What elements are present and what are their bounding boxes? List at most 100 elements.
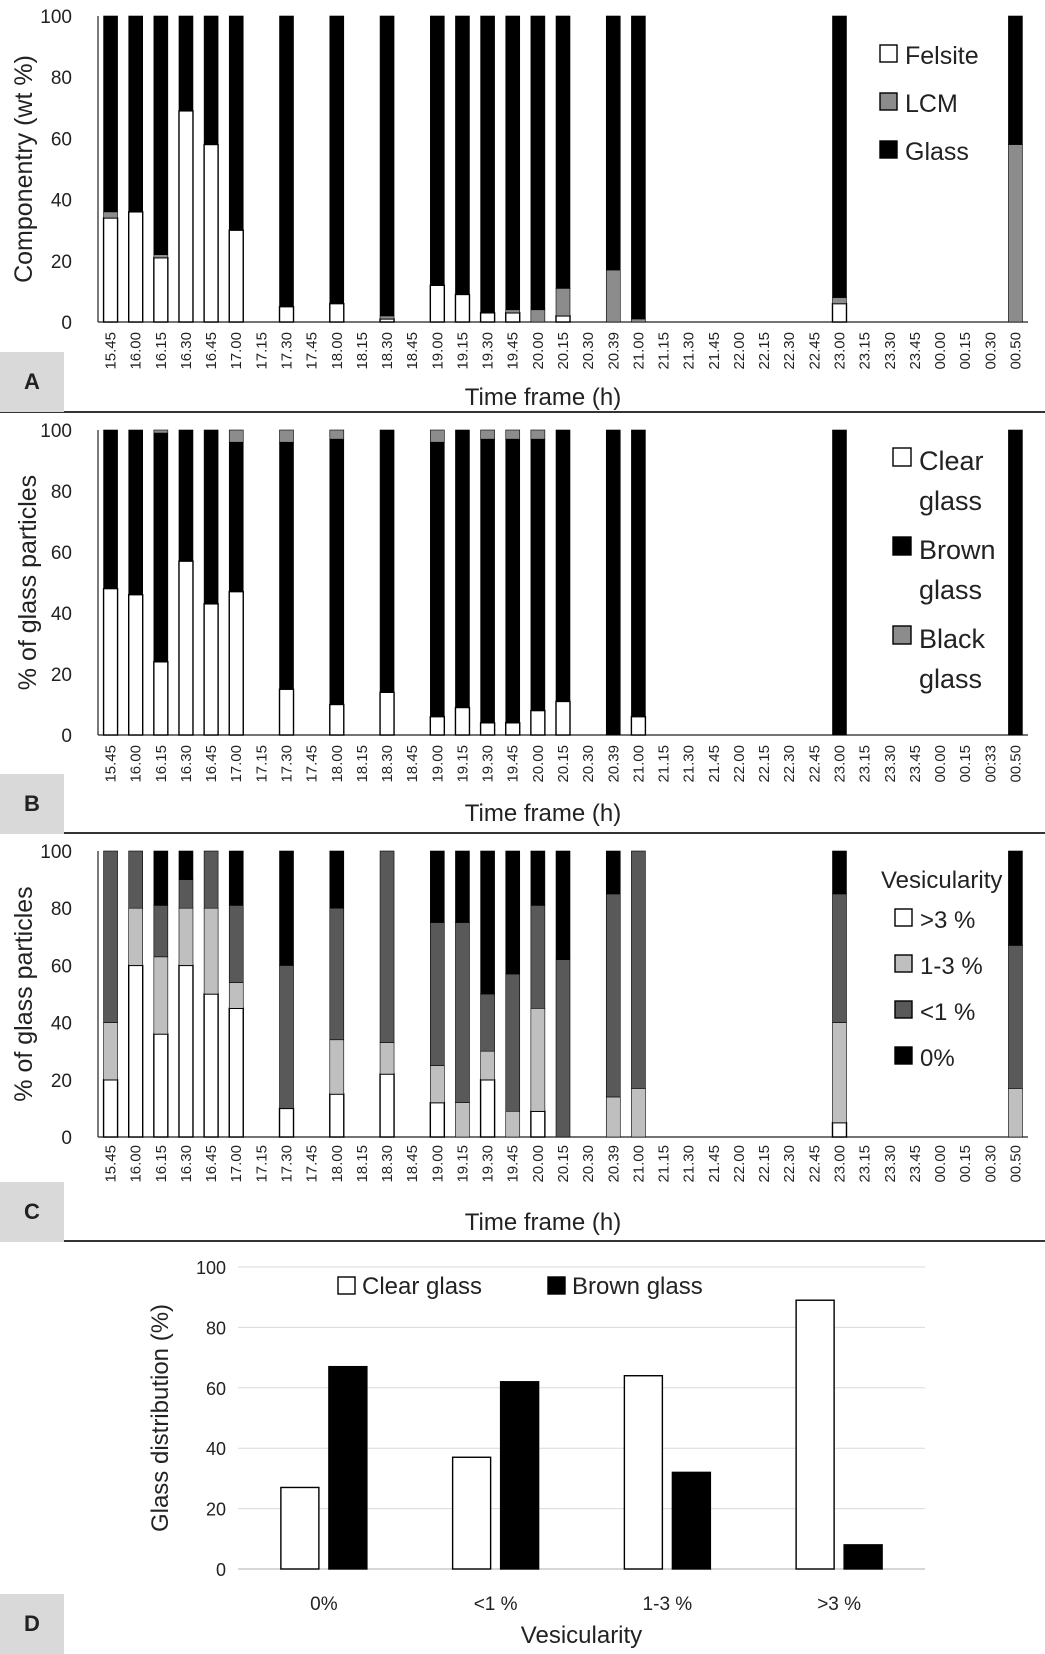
bar-segment	[178, 907, 194, 966]
x-tick-label: 16.15	[153, 1145, 170, 1183]
bar-segment	[555, 429, 571, 702]
bar-segment	[429, 716, 446, 736]
bar-segment	[505, 973, 521, 1112]
bar-segment	[605, 15, 621, 271]
x-tick-label: 21.00	[630, 745, 647, 783]
bar-segment	[631, 15, 646, 320]
x-tick-label: 20.15	[555, 332, 572, 370]
bar-segment	[153, 850, 169, 906]
x-tick-label: 15.45	[103, 332, 120, 370]
bar-segment	[278, 306, 295, 323]
x-tick-label: 21.45	[706, 1145, 723, 1183]
x-tick-label: 20.39	[605, 745, 622, 783]
bar-segment	[631, 850, 646, 1089]
y-tick-label: 20	[51, 1071, 72, 1092]
x-tick-label: 21.00	[630, 1145, 647, 1183]
bar-segment	[228, 441, 244, 592]
bar-segment	[228, 905, 244, 983]
x-tick-label: 23.15	[857, 332, 874, 370]
x-tick-label: 22.15	[756, 332, 773, 370]
bar-segment	[530, 309, 546, 323]
x-tick-label: 17.45	[304, 332, 321, 370]
bar-segment	[329, 429, 345, 440]
y-tick-label: 100	[40, 842, 72, 863]
x-tick-label: 22.00	[731, 1145, 748, 1183]
bar-segment	[832, 297, 847, 304]
y-axis-title: % of glass particles	[14, 475, 42, 690]
x-tick-label: 15.45	[103, 745, 120, 783]
bar-segment	[228, 850, 244, 906]
bar-segment	[530, 709, 546, 736]
bar-segment	[630, 716, 647, 736]
bar-segment	[832, 850, 847, 895]
bar-segment	[505, 309, 521, 314]
legend-swatch	[892, 447, 912, 467]
bar-segment	[505, 312, 521, 323]
y-tick-label: 40	[51, 1014, 72, 1035]
x-tick-label: 16.15	[153, 332, 170, 370]
bar-segment	[178, 110, 194, 323]
bar-segment	[479, 722, 496, 736]
bar-segment	[505, 429, 521, 440]
x-tick-label: 18.45	[404, 745, 421, 783]
legend-label: Clear glass	[362, 1273, 482, 1300]
x-tick-label: 21.00	[630, 332, 647, 370]
bar-segment	[228, 15, 244, 231]
y-tick-label: 0	[61, 313, 72, 334]
bar-segment	[128, 964, 144, 1138]
bar-segment	[430, 429, 445, 443]
bar-segment	[153, 661, 169, 736]
panel-label-a-text: A	[24, 369, 40, 394]
panel-separator	[0, 832, 1045, 834]
x-tick-label: 19.30	[480, 332, 497, 370]
x-tick-label: 00.00	[932, 1145, 949, 1183]
bar-segment	[379, 691, 395, 736]
bar-segment	[455, 850, 470, 923]
bar-segment	[228, 229, 244, 323]
bar-segment	[379, 429, 395, 693]
bar-segment	[479, 1079, 496, 1138]
legend-swatch	[892, 536, 912, 556]
x-tick-label: 19.30	[480, 745, 497, 783]
bar-segment	[605, 429, 621, 736]
bar-segment	[203, 143, 219, 323]
y-tick-label: 40	[51, 604, 72, 625]
bar-segment	[555, 850, 571, 960]
bar-segment	[430, 850, 445, 923]
bar-segment	[128, 15, 144, 213]
y-tick-label: 80	[51, 899, 72, 920]
x-tick-label: 18.00	[329, 1145, 346, 1183]
legend-swatch	[879, 92, 898, 111]
x-tick-label: 0%	[310, 1594, 338, 1615]
bar-segment	[455, 1102, 470, 1138]
x-tick-label: 16.30	[178, 1145, 195, 1183]
y-tick-label: 60	[206, 1379, 226, 1399]
x-tick-label: 17.00	[228, 332, 245, 370]
bar-segment	[505, 850, 521, 975]
bar-segment	[430, 15, 445, 286]
bar-segment	[279, 429, 294, 443]
x-tick-label: 19.45	[505, 1145, 522, 1183]
bar-segment	[279, 441, 294, 690]
bar-segment	[178, 964, 194, 1138]
legend-label: >3 %	[920, 907, 975, 934]
bar-segment	[832, 1022, 847, 1123]
y-tick-label: 0	[216, 1560, 226, 1580]
bar-segment	[329, 850, 345, 909]
legend-label: glass	[919, 575, 982, 605]
bar-segment	[379, 1042, 395, 1075]
bar-segment	[329, 302, 345, 323]
bar-segment	[228, 982, 244, 1009]
bar-segment	[480, 15, 495, 314]
bar-segment	[203, 993, 219, 1138]
legend-swatch	[894, 1046, 913, 1065]
x-tick-label: 00.00	[932, 745, 949, 783]
x-tick-label: 16.15	[153, 745, 170, 783]
x-tick-label: <1 %	[474, 1594, 518, 1615]
x-tick-label: 20.30	[580, 332, 597, 370]
x-tick-label: 19.15	[454, 332, 471, 370]
x-tick-label: 23.00	[831, 332, 848, 370]
x-tick-label: 16.45	[203, 332, 220, 370]
x-tick-label: 23.30	[882, 1145, 899, 1183]
